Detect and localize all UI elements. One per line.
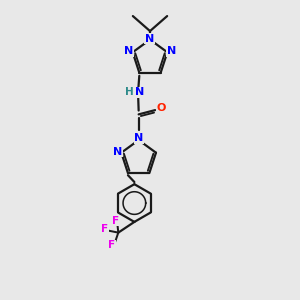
Text: F: F <box>101 224 108 234</box>
Text: N: N <box>135 87 145 97</box>
Text: F: F <box>108 240 116 250</box>
Text: O: O <box>157 103 166 113</box>
Text: N: N <box>145 34 154 44</box>
Text: N: N <box>124 46 134 56</box>
Text: N: N <box>167 46 176 56</box>
Text: H: H <box>125 87 134 97</box>
Text: N: N <box>134 134 144 143</box>
Text: N: N <box>113 147 122 157</box>
Text: F: F <box>112 216 119 226</box>
